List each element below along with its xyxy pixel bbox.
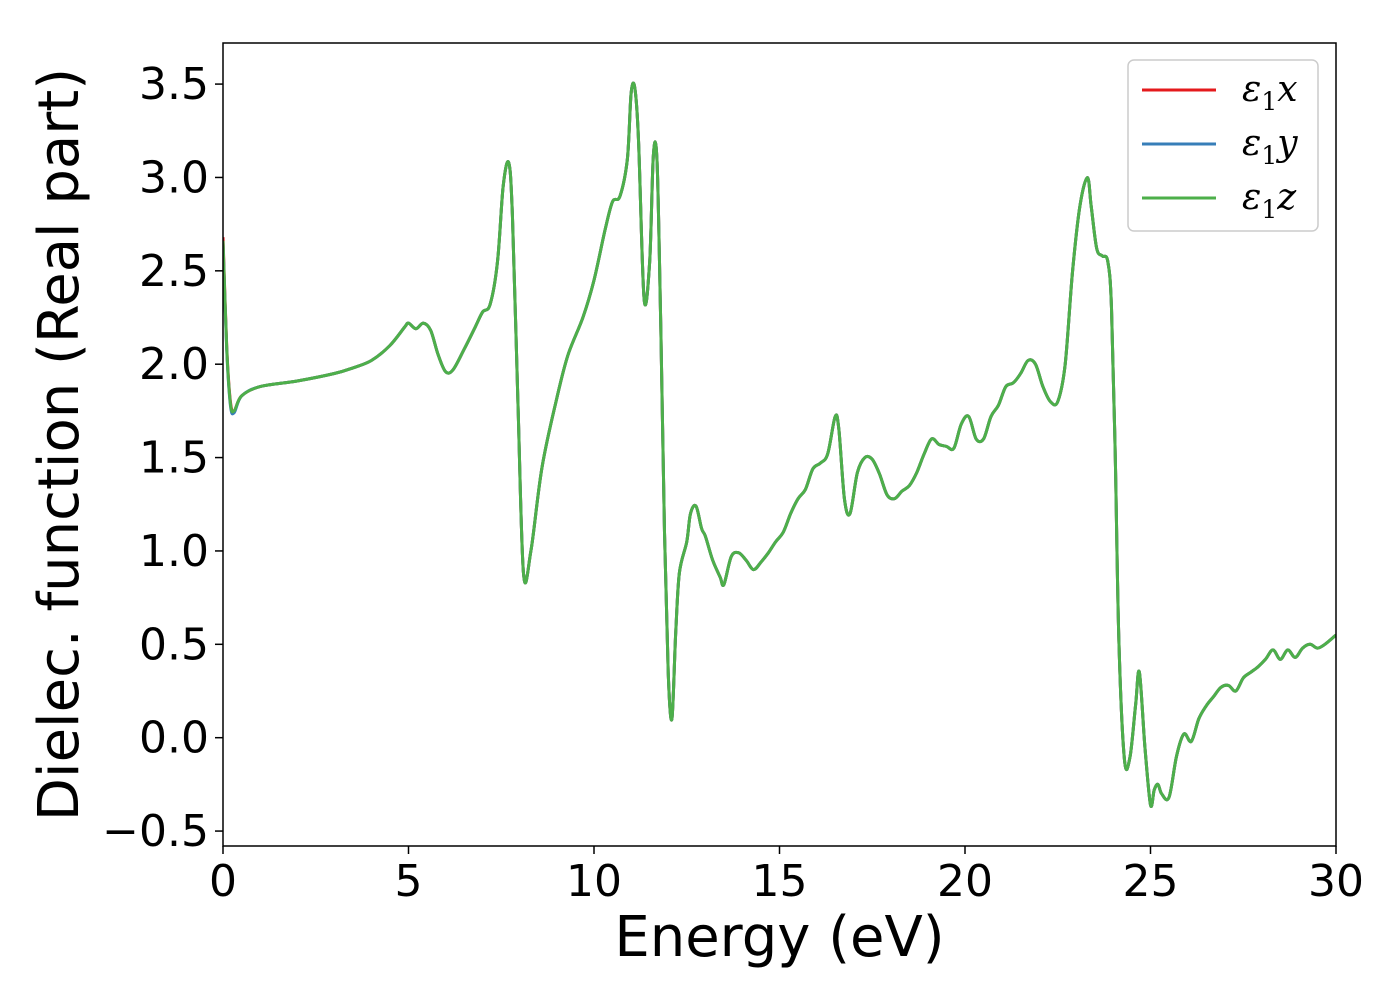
plot-lines bbox=[223, 81, 1336, 808]
y-tick-label: 2.0 bbox=[139, 339, 209, 390]
x-tick-label: 0 bbox=[209, 856, 237, 907]
x-tick-label: 5 bbox=[395, 856, 423, 907]
legend-entry-label: ε1z bbox=[1242, 177, 1297, 224]
legend-entry-label: ε1y bbox=[1242, 123, 1298, 170]
y-axis-label: Dielec. function (Real part) bbox=[27, 68, 92, 821]
series-line-3 bbox=[223, 81, 1336, 808]
x-tick-label: 20 bbox=[937, 856, 993, 907]
y-tick-label: 2.5 bbox=[139, 246, 209, 297]
x-tick-label: 10 bbox=[566, 856, 622, 907]
x-tick-label: 25 bbox=[1123, 856, 1179, 907]
y-axis: −0.5 0.0 0.5 1.0 1.5 2.0 2.5 3.0 3.5 bbox=[102, 59, 223, 857]
y-tick-label: 1.0 bbox=[139, 526, 209, 577]
legend-box bbox=[1127, 59, 1319, 232]
x-axis-label: Energy (eV) bbox=[614, 905, 944, 970]
y-tick-label: 1.5 bbox=[139, 433, 209, 484]
y-tick-label: 0.0 bbox=[139, 713, 209, 764]
y-tick-label: 0.5 bbox=[139, 619, 209, 670]
y-tick-label: −0.5 bbox=[102, 806, 209, 857]
legend: ε1x ε1y ε1z bbox=[1127, 59, 1319, 232]
x-tick-label: 30 bbox=[1308, 856, 1364, 907]
x-axis: 0 5 10 15 20 25 30 bbox=[209, 846, 1364, 907]
y-tick-label: 3.5 bbox=[139, 59, 209, 110]
legend-entry-label: ε1x bbox=[1242, 69, 1298, 116]
x-tick-label: 15 bbox=[752, 856, 808, 907]
y-tick-label: 3.0 bbox=[139, 152, 209, 203]
